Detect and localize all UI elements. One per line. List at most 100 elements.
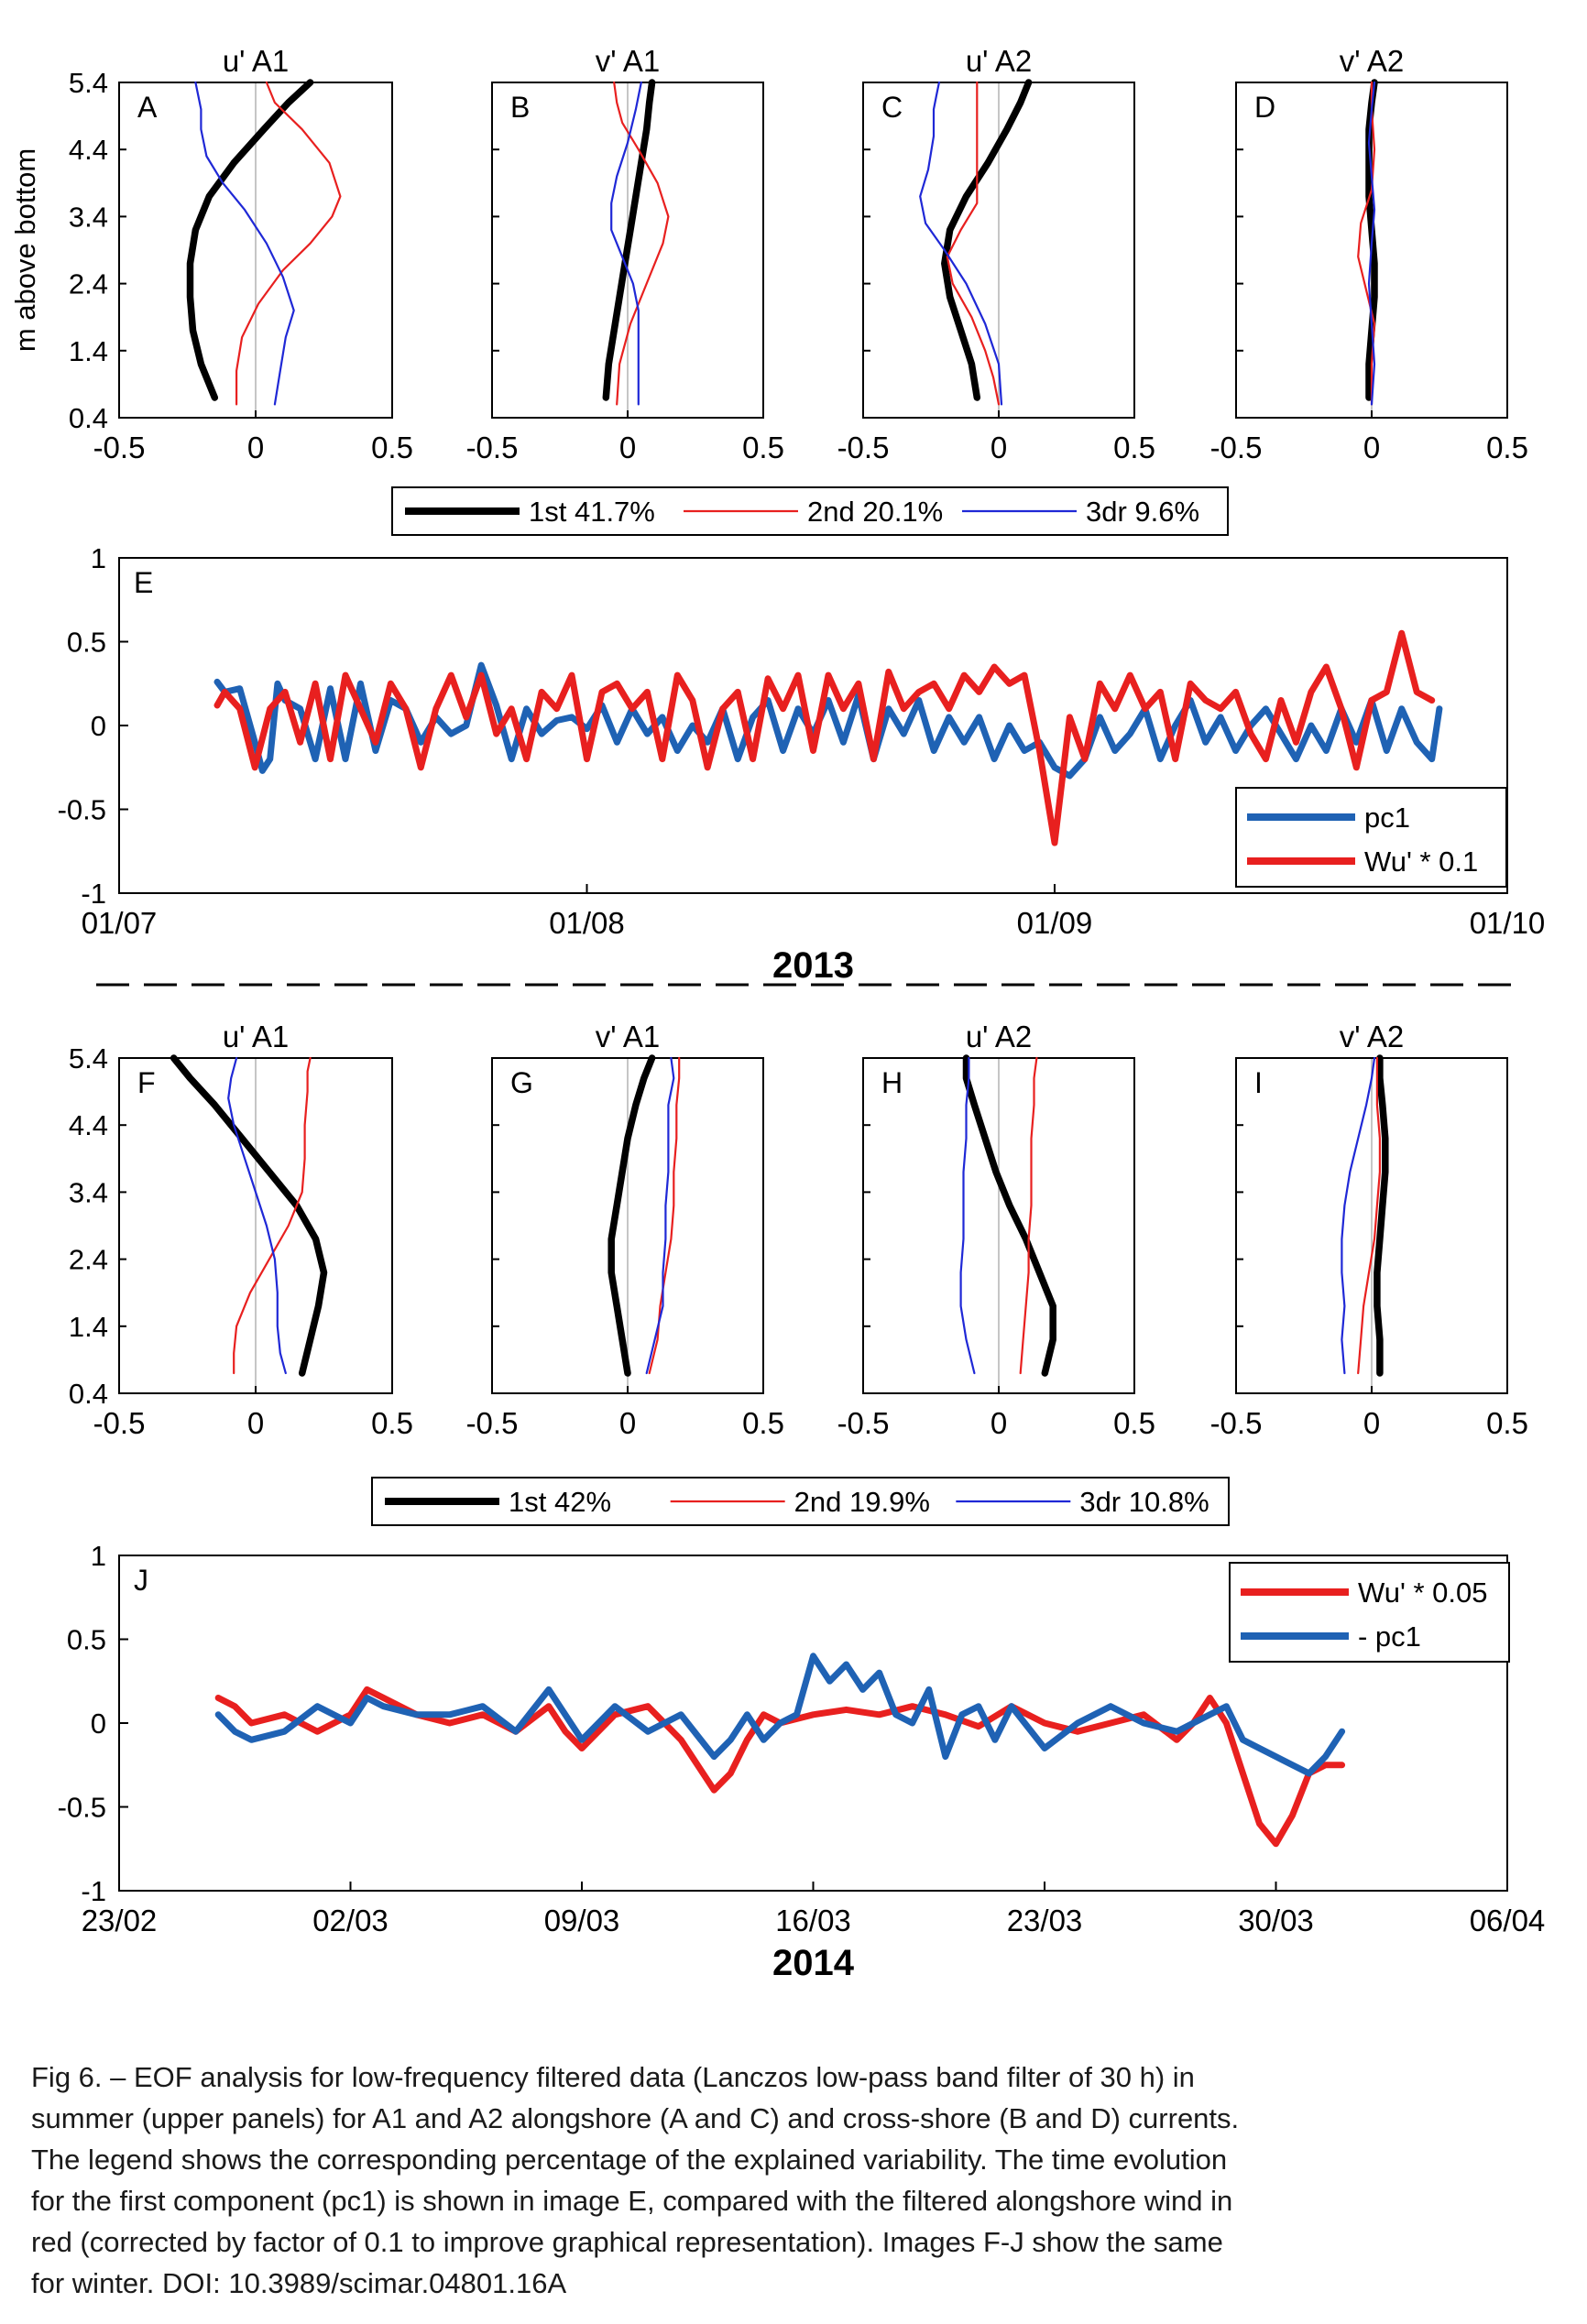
profile-line-1st <box>1374 1054 1389 1377</box>
y-tick-label: 2.4 <box>69 268 108 300</box>
y-tick-label: 1 <box>91 1540 106 1572</box>
legend-box <box>1235 787 1507 888</box>
x-tick-label: -0.5 <box>1210 1406 1263 1440</box>
legend-box <box>1229 1562 1510 1663</box>
profile-line-1st <box>170 1054 328 1377</box>
caption-line: for the first component (pc1) is shown i… <box>31 2185 1233 2217</box>
profile-line-1st <box>186 79 314 401</box>
panel-letter: E <box>134 566 153 599</box>
profile-line-3rd <box>919 81 1003 406</box>
x-tick-label: 0 <box>247 1406 264 1440</box>
x-tick-label: -0.5 <box>466 1406 519 1440</box>
y-tick-label: 0 <box>91 710 106 742</box>
panel-letter: C <box>881 91 903 124</box>
x-tick-label: 23/02 <box>82 1904 158 1937</box>
y-tick-label: 0.5 <box>67 1624 106 1656</box>
x-tick-label: 0.5 <box>1113 431 1155 464</box>
x-tick-label: 0 <box>991 431 1007 464</box>
y-tick-label: 3.4 <box>69 1176 108 1208</box>
panel-title: v' A1 <box>596 44 661 78</box>
profile-line-2nd <box>946 81 1001 406</box>
x-tick-label: -0.5 <box>837 1406 890 1440</box>
time-series-pc1 <box>214 1653 1346 1777</box>
profile-line-3rd <box>959 1056 976 1375</box>
y-tick-label: 1.4 <box>69 335 108 367</box>
x-tick-label: 01/08 <box>549 906 625 940</box>
x-tick-label: -0.5 <box>466 431 519 464</box>
panel-title: u' A1 <box>223 44 289 78</box>
caption-line: for winter. DOI: 10.3989/scimar.04801.16… <box>31 2267 567 2299</box>
legend-label: 2nd 19.9% <box>794 1486 930 1518</box>
panel-letter: A <box>137 91 158 124</box>
x-tick-label: -0.5 <box>837 431 890 464</box>
x-tick-label: 01/09 <box>1017 906 1093 940</box>
y-axis-label: m above bottom <box>9 148 41 352</box>
x-tick-label: 30/03 <box>1238 1904 1314 1937</box>
caption-line: red (corrected by factor of 0.1 to impro… <box>31 2226 1223 2258</box>
profile-line-1st <box>962 1054 1056 1377</box>
figure-caption: Fig 6. – EOF analysis for low-frequency … <box>31 2057 1556 2304</box>
x-tick-label: -0.5 <box>93 431 146 464</box>
y-tick-label: 4.4 <box>69 1109 108 1141</box>
x-tick-label: 09/03 <box>544 1904 620 1937</box>
panel-letter: D <box>1254 91 1275 124</box>
panel-title: u' A2 <box>966 44 1032 78</box>
y-tick-label: 5.4 <box>69 67 108 99</box>
x-tick-label: 0 <box>247 431 264 464</box>
x-tick-label: 01/07 <box>82 906 158 940</box>
x-tick-label: 0 <box>1363 431 1380 464</box>
x-tick-label: -0.5 <box>93 1406 146 1440</box>
legend-label: 2nd 20.1% <box>807 496 943 528</box>
panel-title: u' A1 <box>223 1020 289 1053</box>
x-axis-label: 2013 <box>772 945 854 986</box>
x-axis-label: 2014 <box>772 1943 855 1983</box>
time-series-pc1 <box>213 661 1443 780</box>
profile-line-2nd <box>1019 1056 1038 1375</box>
x-tick-label: 06/04 <box>1470 1904 1546 1937</box>
panel-title: v' A2 <box>1340 44 1405 78</box>
x-tick-label: 0.5 <box>1113 1406 1155 1440</box>
legend-label: 3dr 10.8% <box>1079 1486 1209 1518</box>
x-tick-label: 23/03 <box>1007 1904 1083 1937</box>
y-tick-label: -1 <box>81 1875 106 1907</box>
panel-title: v' A1 <box>596 1020 661 1053</box>
y-tick-label: 0.4 <box>69 1378 108 1410</box>
x-tick-label: 0.5 <box>742 1406 784 1440</box>
panel-letter: J <box>134 1564 148 1597</box>
x-tick-label: 0.5 <box>371 1406 413 1440</box>
x-tick-label: 0.5 <box>1486 1406 1528 1440</box>
x-tick-label: 0.5 <box>371 431 413 464</box>
panel-letter: F <box>137 1066 156 1099</box>
x-tick-label: 0 <box>619 431 636 464</box>
x-tick-label: 0 <box>1363 1406 1380 1440</box>
x-tick-label: 02/03 <box>312 1904 389 1937</box>
time-series-wind <box>213 629 1436 846</box>
y-tick-label: -0.5 <box>58 1792 106 1824</box>
caption-line: Fig 6. – EOF analysis for low-frequency … <box>31 2061 1195 2093</box>
x-tick-label: 0.5 <box>1486 431 1528 464</box>
profile-line-3rd <box>1341 1056 1376 1375</box>
profile-line-1st <box>602 79 656 401</box>
y-tick-label: 0.5 <box>67 627 106 659</box>
eof-figure: Au' A1 -0.5 0 0.5 0.4 1.4 2.4 3.4 4.4 5.4 m above … <box>9 44 1546 1983</box>
y-tick-label: 4.4 <box>69 134 108 166</box>
panel-title: v' A2 <box>1340 1020 1405 1053</box>
x-tick-label: 0.5 <box>742 431 784 464</box>
y-tick-label: 0.4 <box>69 402 108 434</box>
panel-title: u' A2 <box>966 1020 1032 1053</box>
x-tick-label: 0 <box>619 1406 636 1440</box>
legend-label: Wu' * 0.1 <box>1364 846 1478 878</box>
x-tick-label: 16/03 <box>775 1904 851 1937</box>
caption-line: The legend shows the corresponding perce… <box>31 2144 1228 2176</box>
y-tick-label: -1 <box>81 878 106 910</box>
profile-line-2nd <box>613 81 670 406</box>
profile-line-2nd <box>233 1056 312 1375</box>
profile-line-1st <box>607 1054 656 1377</box>
y-tick-label: 1 <box>91 542 106 574</box>
legend-box <box>391 486 1229 536</box>
profile-line-3rd <box>1367 81 1376 406</box>
caption-line: summer (upper panels) for A1 and A2 alon… <box>31 2102 1240 2134</box>
x-tick-label: 0 <box>991 1406 1007 1440</box>
legend-box <box>371 1477 1230 1526</box>
profile-line-3rd <box>610 81 642 406</box>
